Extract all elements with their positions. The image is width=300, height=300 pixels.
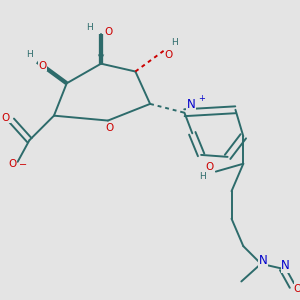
Text: H: H xyxy=(26,50,33,59)
Text: O: O xyxy=(9,159,17,169)
Text: −: − xyxy=(19,160,27,170)
Text: +: + xyxy=(198,94,205,103)
Text: H: H xyxy=(199,172,206,181)
Text: O: O xyxy=(105,27,113,37)
Text: H: H xyxy=(171,38,178,46)
Text: N: N xyxy=(259,254,267,267)
Text: O: O xyxy=(106,123,114,134)
Text: O: O xyxy=(38,61,46,70)
Text: O: O xyxy=(206,162,214,172)
Text: O: O xyxy=(293,284,300,294)
Text: H: H xyxy=(86,23,93,32)
Text: N: N xyxy=(281,259,290,272)
Text: O: O xyxy=(165,50,173,60)
Text: O: O xyxy=(2,112,10,123)
Text: N: N xyxy=(187,98,196,111)
